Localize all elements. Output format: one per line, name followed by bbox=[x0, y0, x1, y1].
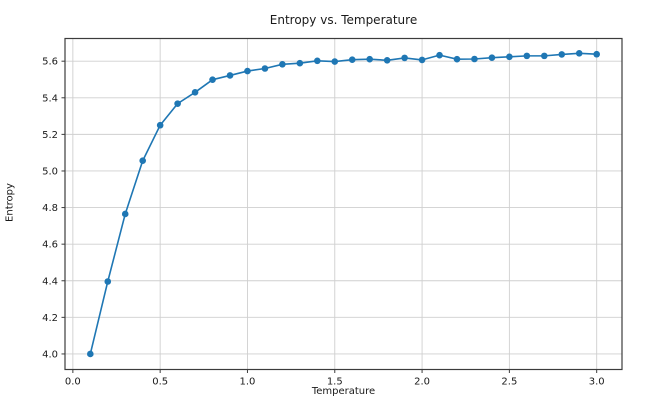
y-tick-label: 4.4 bbox=[42, 276, 58, 287]
data-point-marker bbox=[261, 65, 269, 72]
y-tick-label: 5.0 bbox=[42, 166, 58, 177]
y-tick-label: 4.8 bbox=[42, 203, 58, 214]
data-point-marker bbox=[331, 58, 339, 65]
data-point-marker bbox=[401, 54, 408, 62]
data-point-marker bbox=[87, 350, 94, 358]
chart-title: Entropy vs. Temperature bbox=[269, 13, 418, 27]
x-tick-label: 1.5 bbox=[327, 377, 343, 388]
data-point-marker bbox=[488, 54, 496, 62]
data-point-marker bbox=[523, 52, 531, 60]
x-tick-label: 2.5 bbox=[501, 377, 517, 388]
data-point-marker bbox=[506, 53, 513, 61]
x-tick-label: 3.0 bbox=[589, 377, 605, 388]
data-point-marker bbox=[156, 121, 164, 129]
data-point-marker bbox=[540, 52, 548, 60]
y-tick-label: 4.0 bbox=[42, 349, 58, 360]
data-point-marker bbox=[348, 56, 356, 64]
data-point-marker bbox=[575, 50, 583, 57]
y-tick-label: 4.2 bbox=[42, 313, 58, 324]
data-point-marker bbox=[296, 59, 304, 67]
data-point-marker bbox=[471, 55, 478, 63]
data-point-marker bbox=[191, 88, 199, 96]
x-tick-label: 2.0 bbox=[414, 377, 430, 388]
data-point-marker bbox=[418, 56, 426, 64]
y-tick-label: 5.6 bbox=[42, 57, 58, 68]
data-point-marker bbox=[121, 210, 129, 218]
x-tick-label: 1.0 bbox=[240, 377, 256, 388]
axes-frame bbox=[64, 37, 623, 371]
data-point-marker bbox=[383, 56, 391, 64]
x-tick-label: 0.5 bbox=[152, 377, 168, 388]
data-point-marker bbox=[593, 50, 600, 58]
entropy-line bbox=[89, 52, 598, 355]
y-tick-label: 5.4 bbox=[42, 93, 58, 104]
data-point-marker bbox=[209, 76, 216, 83]
data-point-marker bbox=[279, 60, 286, 68]
data-point-marker bbox=[314, 57, 321, 65]
y-tick-label: 4.6 bbox=[42, 240, 58, 251]
y-axis-label: Entropy bbox=[4, 183, 16, 222]
data-point-marker bbox=[453, 55, 461, 63]
y-tick-label: 5.2 bbox=[42, 130, 58, 141]
data-point-marker bbox=[226, 72, 234, 79]
data-point-marker bbox=[174, 100, 181, 107]
data-point-marker bbox=[558, 51, 566, 58]
x-tick-label: 0.0 bbox=[65, 377, 81, 388]
data-point-marker bbox=[244, 67, 251, 75]
x-axis-label: Temperature bbox=[311, 386, 376, 397]
data-point-marker bbox=[366, 55, 373, 63]
data-point-marker bbox=[436, 51, 443, 59]
data-point-marker bbox=[139, 157, 147, 165]
data-point-marker bbox=[104, 278, 112, 285]
